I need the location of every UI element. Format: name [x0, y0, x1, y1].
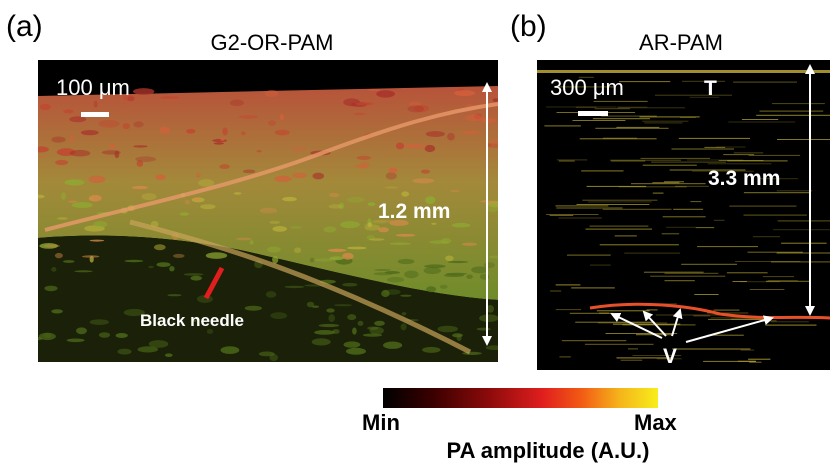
panel-a-needle-label: Black needle [140, 311, 244, 330]
or-pam-image [38, 60, 498, 362]
panel-b-scalebar-label: 300 μm [550, 75, 624, 100]
colorbar-title: PA amplitude (A.U.) [447, 438, 650, 463]
vessel-arrows [610, 308, 774, 343]
tissue-texture [38, 88, 498, 362]
panel-b-depth-label: 3.3 mm [708, 167, 780, 190]
ar-pam-image [537, 60, 831, 370]
panel-b-vessel-label: V [663, 345, 677, 368]
panel-a-depth-label: 1.2 mm [378, 200, 450, 223]
colorbar-max-label: Max [634, 410, 678, 435]
colorbar [383, 388, 658, 408]
panel-a-scalebar-label: 100 μm [56, 75, 130, 100]
panel-b-scalebar [578, 111, 608, 116]
panel-a-letter: (a) [6, 10, 43, 43]
panel-a-scalebar [81, 112, 109, 117]
needle-pointer [203, 266, 225, 300]
panel-b-top-label: T [704, 77, 717, 100]
panel-b-title: AR-PAM [639, 30, 723, 55]
colorbar-min-label: Min [362, 410, 400, 435]
panel-b-letter: (b) [510, 10, 547, 43]
panel-a-title: G2-OR-PAM [210, 30, 333, 55]
